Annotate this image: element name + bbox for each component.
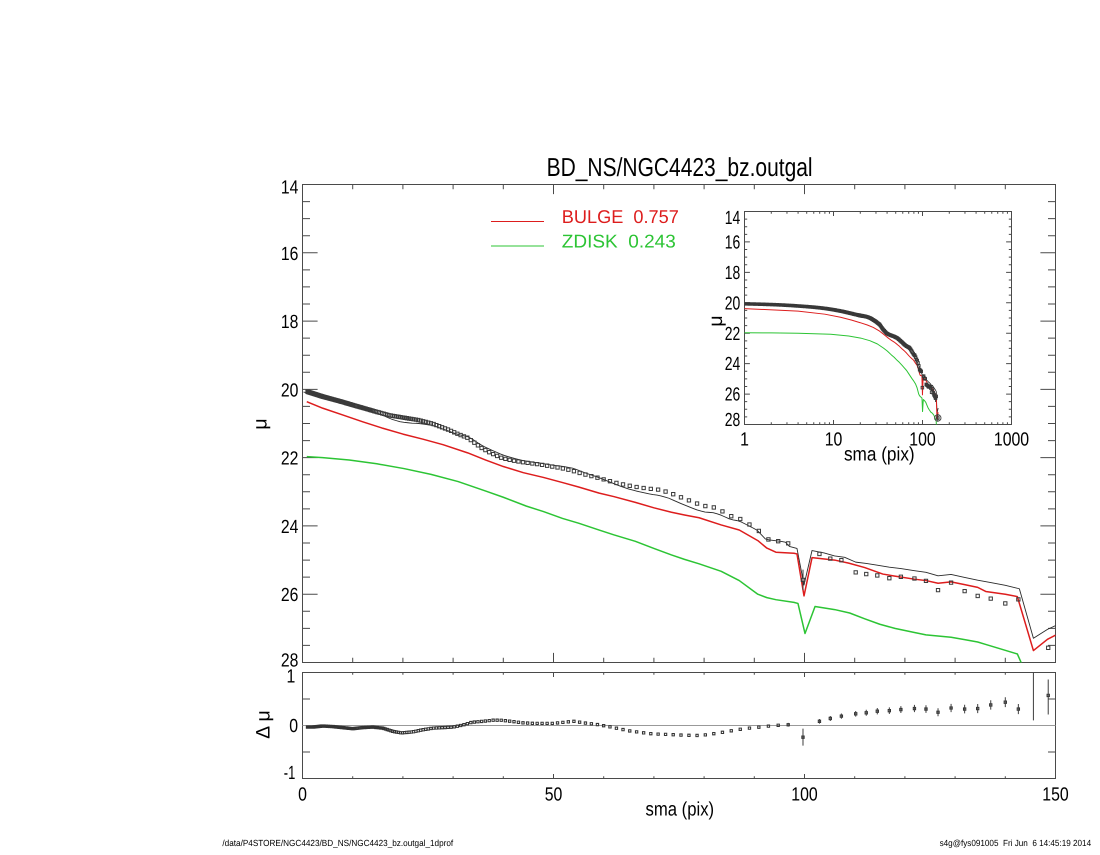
svg-text:1: 1 xyxy=(740,430,749,451)
svg-text:18: 18 xyxy=(725,263,741,284)
svg-text:14: 14 xyxy=(725,208,741,229)
svg-text:sma (pix): sma (pix) xyxy=(844,444,915,466)
svg-text:20: 20 xyxy=(725,293,741,314)
svg-text:s4g@fys091005 Fri Jun 6 14:4: s4g@fys091005 Fri Jun 6 14:45:19 2014 xyxy=(940,838,1092,848)
svg-text:14: 14 xyxy=(281,178,299,199)
svg-text:10: 10 xyxy=(825,430,843,451)
svg-text:-1: -1 xyxy=(284,763,296,784)
svg-text:Δ μ: Δ μ xyxy=(253,710,275,739)
svg-text:100: 100 xyxy=(791,785,817,806)
svg-text:0: 0 xyxy=(289,716,298,737)
svg-text:50: 50 xyxy=(545,785,563,806)
svg-text:20: 20 xyxy=(281,380,299,401)
svg-text:28: 28 xyxy=(281,651,299,672)
svg-text:/data/P4STORE/NGC4423/BD_NS/NG: /data/P4STORE/NGC4423/BD_NS/NGC4423_bz.o… xyxy=(222,838,453,848)
svg-text:1: 1 xyxy=(287,667,296,688)
svg-text:150: 150 xyxy=(1042,785,1068,806)
svg-text:BD_NS/NGC4423_bz.outgal: BD_NS/NGC4423_bz.outgal xyxy=(547,152,813,182)
svg-text:16: 16 xyxy=(281,244,299,265)
svg-text:μ: μ xyxy=(250,418,272,429)
svg-text:BULGE 0.757: BULGE 0.757 xyxy=(562,206,679,227)
svg-text:22: 22 xyxy=(725,324,741,345)
svg-text:ZDISK 0.243: ZDISK 0.243 xyxy=(562,231,676,252)
svg-text:22: 22 xyxy=(281,449,299,470)
svg-text:μ: μ xyxy=(705,315,727,326)
svg-text:0: 0 xyxy=(298,785,307,806)
svg-text:28: 28 xyxy=(725,410,741,431)
svg-text:26: 26 xyxy=(281,585,299,606)
svg-text:sma (pix): sma (pix) xyxy=(646,799,715,821)
svg-text:26: 26 xyxy=(725,385,741,406)
svg-text:18: 18 xyxy=(281,312,299,333)
svg-text:24: 24 xyxy=(725,354,741,375)
svg-text:24: 24 xyxy=(281,517,299,538)
svg-text:1000: 1000 xyxy=(994,430,1029,451)
svg-text:16: 16 xyxy=(725,233,741,254)
svg-text:100: 100 xyxy=(909,430,935,451)
